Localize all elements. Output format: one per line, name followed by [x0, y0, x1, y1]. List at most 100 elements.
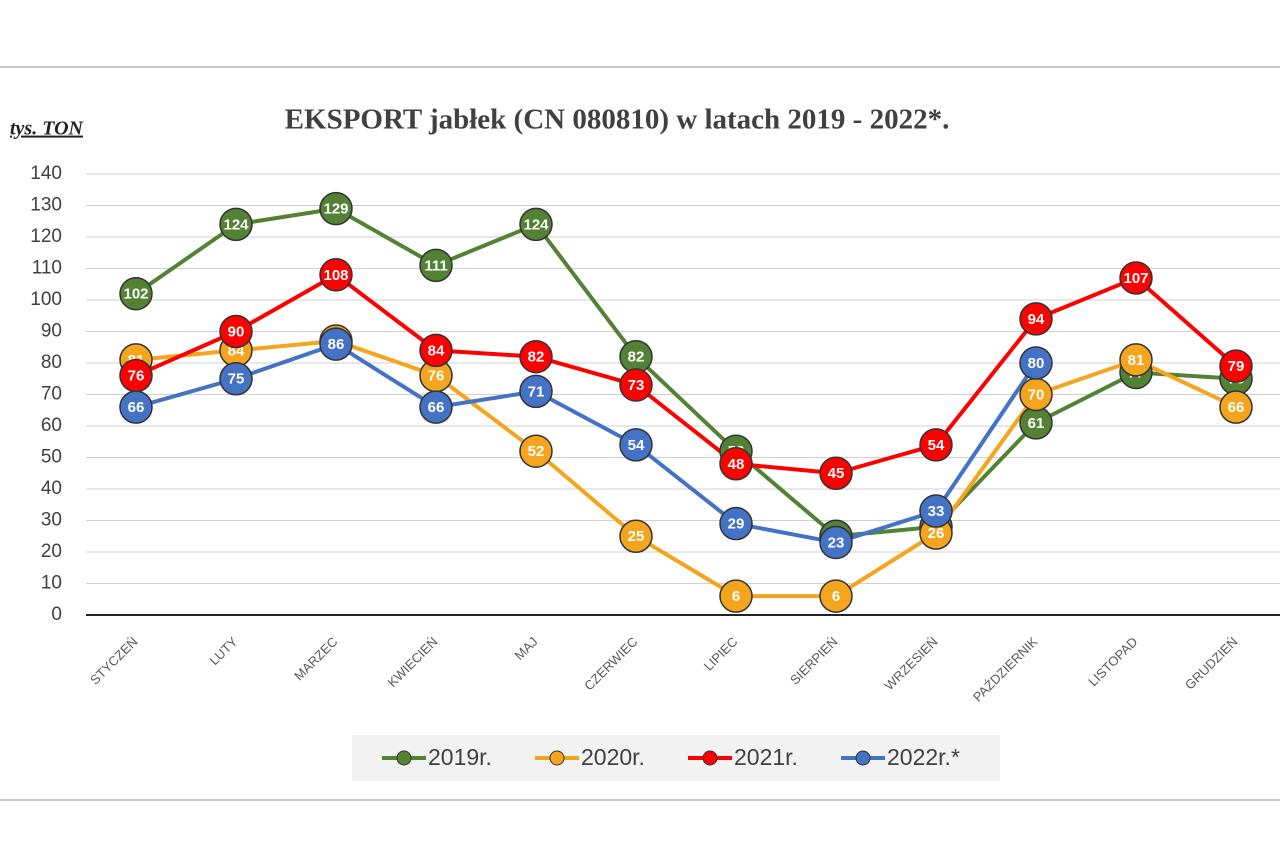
data-point — [319, 327, 353, 361]
data-label: 54 — [928, 437, 945, 454]
data-point — [519, 207, 553, 242]
x-tick-label: PAŹDZIERNIK — [970, 634, 1041, 705]
data-label: 82 — [628, 349, 645, 366]
y-tick-label: 90 — [41, 321, 62, 342]
data-point — [919, 494, 953, 528]
data-point — [719, 506, 753, 541]
data-label: 25 — [628, 528, 645, 545]
x-tick-label: KWIECIEŃ — [384, 634, 440, 690]
data-point — [219, 207, 253, 242]
data-label: 48 — [728, 456, 745, 473]
data-point — [219, 314, 253, 349]
data-label: 90 — [228, 323, 245, 340]
legend-marker — [702, 750, 718, 766]
y-tick-label: 120 — [30, 226, 62, 247]
data-point — [619, 519, 653, 553]
data-label: 107 — [1123, 270, 1148, 287]
series-line — [134, 206, 1237, 539]
legend-label: 2019r. — [428, 744, 492, 770]
data-label: 102 — [123, 286, 148, 303]
y-tick-label: 110 — [32, 258, 62, 279]
data-point — [419, 333, 453, 368]
data-label: 82 — [528, 349, 545, 366]
data-point — [619, 428, 653, 462]
x-tick-label: GRUDZIEŃ — [1182, 634, 1241, 693]
data-point — [1219, 349, 1253, 383]
y-tick-label: 80 — [41, 352, 62, 373]
data-label: 23 — [828, 535, 845, 552]
y-tick-label: 20 — [41, 541, 62, 562]
data-point — [519, 374, 553, 409]
data-label: 54 — [628, 437, 645, 454]
series-line — [135, 338, 1237, 599]
x-tick-label: LISTOPAD — [1085, 634, 1140, 689]
chart-title: EKSPORT jabłek (CN 080810) w latach 2019… — [285, 104, 950, 136]
data-label: 80 — [1028, 355, 1045, 372]
data-point — [1119, 261, 1153, 295]
data-label: 45 — [828, 465, 845, 482]
data-label: 73 — [628, 377, 645, 394]
y-tick-label: 70 — [41, 384, 62, 405]
y-tick-label: 10 — [41, 573, 62, 594]
data-label: 111 — [424, 257, 447, 274]
x-tick-label: MAJ — [512, 634, 541, 663]
data-label: 61 — [1028, 415, 1045, 432]
data-point — [319, 191, 353, 226]
data-point — [419, 248, 453, 283]
data-point — [819, 456, 853, 490]
data-label: 94 — [1028, 311, 1045, 328]
data-point — [119, 276, 153, 311]
data-point — [719, 579, 753, 613]
data-point — [219, 362, 253, 396]
legend-marker — [396, 750, 412, 766]
data-point — [619, 368, 653, 402]
data-point — [519, 339, 553, 374]
data-label: 124 — [223, 216, 249, 233]
y-axis-label: tys. TON — [10, 118, 85, 140]
legend-marker — [549, 750, 565, 766]
data-label: 71 — [528, 383, 545, 400]
data-point — [819, 579, 853, 613]
legend-box — [352, 735, 1000, 781]
x-tick-label: WRZESIEŃ — [881, 634, 940, 693]
legend-label: 2021r. — [734, 744, 798, 770]
y-tick-label: 100 — [30, 289, 62, 310]
y-tick-label: 50 — [41, 447, 62, 468]
x-tick-label: LUTY — [206, 634, 240, 668]
y-tick-label: 0 — [51, 604, 62, 625]
data-label: 66 — [1228, 399, 1245, 416]
data-point — [1219, 390, 1253, 424]
y-tick-label: 60 — [41, 415, 62, 436]
data-point — [719, 447, 753, 481]
data-point — [1019, 302, 1053, 336]
data-point — [419, 390, 453, 424]
x-tick-label: CZERWIEC — [581, 634, 640, 693]
x-tick-label: LIPIEC — [701, 634, 741, 674]
data-label: 66 — [128, 399, 145, 416]
x-tick-label: SIERPIEŃ — [787, 634, 841, 688]
y-tick-label: 30 — [41, 510, 62, 531]
data-label: 52 — [528, 443, 545, 460]
data-label: 70 — [1028, 386, 1045, 403]
legend-marker — [855, 750, 871, 766]
y-tick-label: 140 — [30, 163, 62, 184]
data-point — [319, 258, 353, 292]
data-point — [819, 525, 853, 560]
series-line — [135, 272, 1238, 476]
legend-label: 2020r. — [581, 744, 645, 770]
data-label: 86 — [328, 336, 345, 353]
data-label: 33 — [928, 503, 945, 520]
data-point — [919, 428, 953, 462]
y-tick-label: 130 — [30, 195, 62, 216]
data-point — [519, 434, 553, 468]
legend-label: 2022r.* — [887, 744, 960, 770]
data-label: 66 — [428, 399, 445, 416]
data-label: 76 — [128, 368, 145, 385]
data-point — [119, 390, 153, 424]
data-point — [1019, 346, 1053, 380]
data-label: 81 — [1128, 352, 1145, 369]
x-tick-label: MARZEC — [291, 634, 340, 683]
data-label: 75 — [228, 371, 245, 388]
data-label: 26 — [928, 525, 945, 542]
